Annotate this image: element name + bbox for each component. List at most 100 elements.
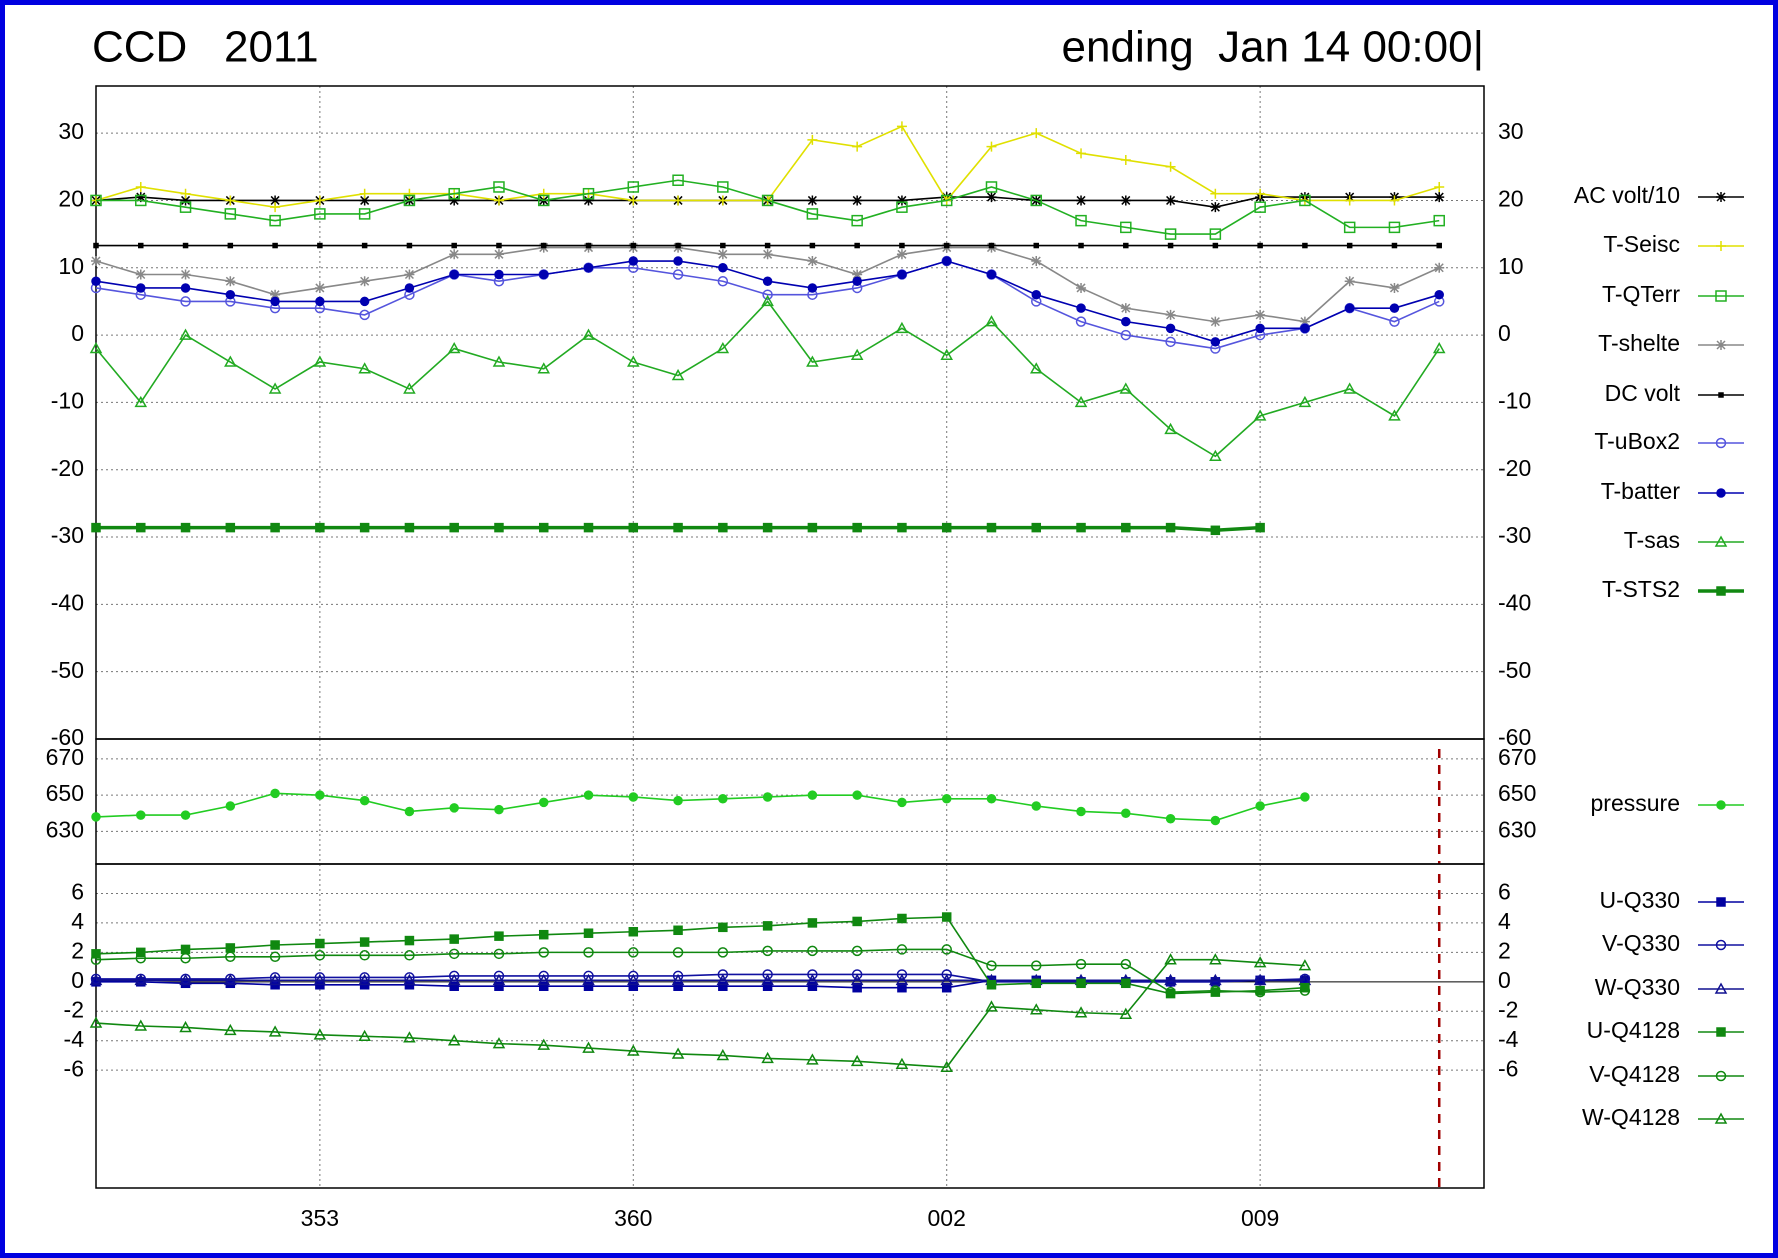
marker (895, 973, 909, 986)
marker (1210, 525, 1221, 536)
marker (1076, 148, 1087, 159)
marker (1165, 976, 1176, 988)
marker (225, 289, 236, 300)
y-tick-label: -4 (1498, 1026, 1519, 1052)
marker (138, 242, 144, 249)
marker (672, 269, 684, 280)
marker (1076, 806, 1086, 817)
marker (671, 973, 685, 986)
marker (494, 522, 504, 533)
marker (270, 289, 281, 300)
marker (583, 195, 594, 206)
marker (449, 249, 460, 260)
marker (1031, 256, 1042, 267)
marker (1255, 323, 1265, 334)
marker (447, 1034, 461, 1046)
marker (895, 1057, 909, 1070)
y-tick-label: 630 (1498, 816, 1536, 842)
marker (403, 382, 416, 394)
marker (582, 973, 595, 986)
marker (628, 926, 639, 937)
y-tick-label: 0 (1498, 967, 1511, 993)
marker (762, 981, 773, 991)
marker (134, 973, 148, 986)
marker (718, 263, 728, 273)
marker (406, 242, 413, 249)
marker (1255, 522, 1265, 533)
marker (673, 981, 683, 991)
marker (358, 973, 371, 986)
marker (628, 195, 639, 206)
y-tick-label: 0 (71, 967, 84, 993)
marker (941, 794, 952, 804)
marker (1255, 309, 1266, 320)
marker (673, 925, 683, 936)
marker (359, 188, 370, 199)
marker (313, 973, 327, 986)
marker (449, 195, 460, 206)
marker (582, 1041, 595, 1053)
marker (494, 931, 504, 941)
legend-label: T-sas (1624, 527, 1680, 553)
marker (359, 950, 370, 961)
marker (807, 195, 818, 206)
marker (762, 969, 773, 980)
y-tick-label: -30 (51, 522, 84, 548)
marker (627, 973, 640, 986)
y-tick-label: 20 (1498, 186, 1524, 212)
marker (985, 1000, 998, 1012)
marker (270, 788, 280, 799)
y-tick-label: -60 (1498, 724, 1531, 750)
marker (1074, 1006, 1088, 1018)
marker (359, 522, 370, 533)
chart-subtitle: ending Jan 14 00:00| (1062, 23, 1484, 72)
marker (136, 283, 146, 293)
marker (1434, 262, 1445, 273)
marker (359, 937, 370, 947)
marker (180, 296, 191, 307)
marker (359, 972, 370, 983)
marker (135, 194, 147, 207)
marker (673, 522, 683, 533)
marker (1121, 316, 1131, 327)
marker (1076, 522, 1086, 533)
series-line (96, 973, 1305, 983)
marker (1210, 316, 1221, 327)
marker (359, 309, 370, 321)
marker (1123, 242, 1129, 249)
marker (1209, 228, 1222, 240)
marker (134, 1019, 148, 1031)
marker (315, 790, 325, 800)
marker (807, 981, 818, 991)
marker (1300, 792, 1310, 802)
marker (628, 947, 639, 958)
marker (1391, 242, 1398, 249)
marker (224, 355, 237, 367)
marker (180, 522, 191, 533)
marker (986, 269, 997, 280)
marker (986, 522, 997, 533)
marker (1120, 221, 1132, 234)
x-tick-label: 009 (1241, 1205, 1279, 1231)
marker (404, 806, 415, 817)
marker (270, 195, 281, 206)
marker (583, 263, 594, 273)
marker (1344, 195, 1355, 206)
marker (492, 1037, 506, 1049)
marker (673, 795, 683, 806)
marker (1716, 800, 1726, 810)
marker (314, 282, 325, 293)
marker (135, 953, 147, 964)
marker (1716, 488, 1726, 498)
legend-label: T-Seisc (1603, 231, 1680, 257)
marker (136, 522, 146, 533)
marker (806, 1053, 819, 1065)
marker (272, 242, 278, 249)
marker (1076, 195, 1087, 206)
marker (1715, 437, 1727, 449)
marker (851, 969, 863, 980)
y-tick-label: -50 (1498, 657, 1531, 683)
marker (180, 953, 191, 964)
marker (852, 195, 863, 206)
